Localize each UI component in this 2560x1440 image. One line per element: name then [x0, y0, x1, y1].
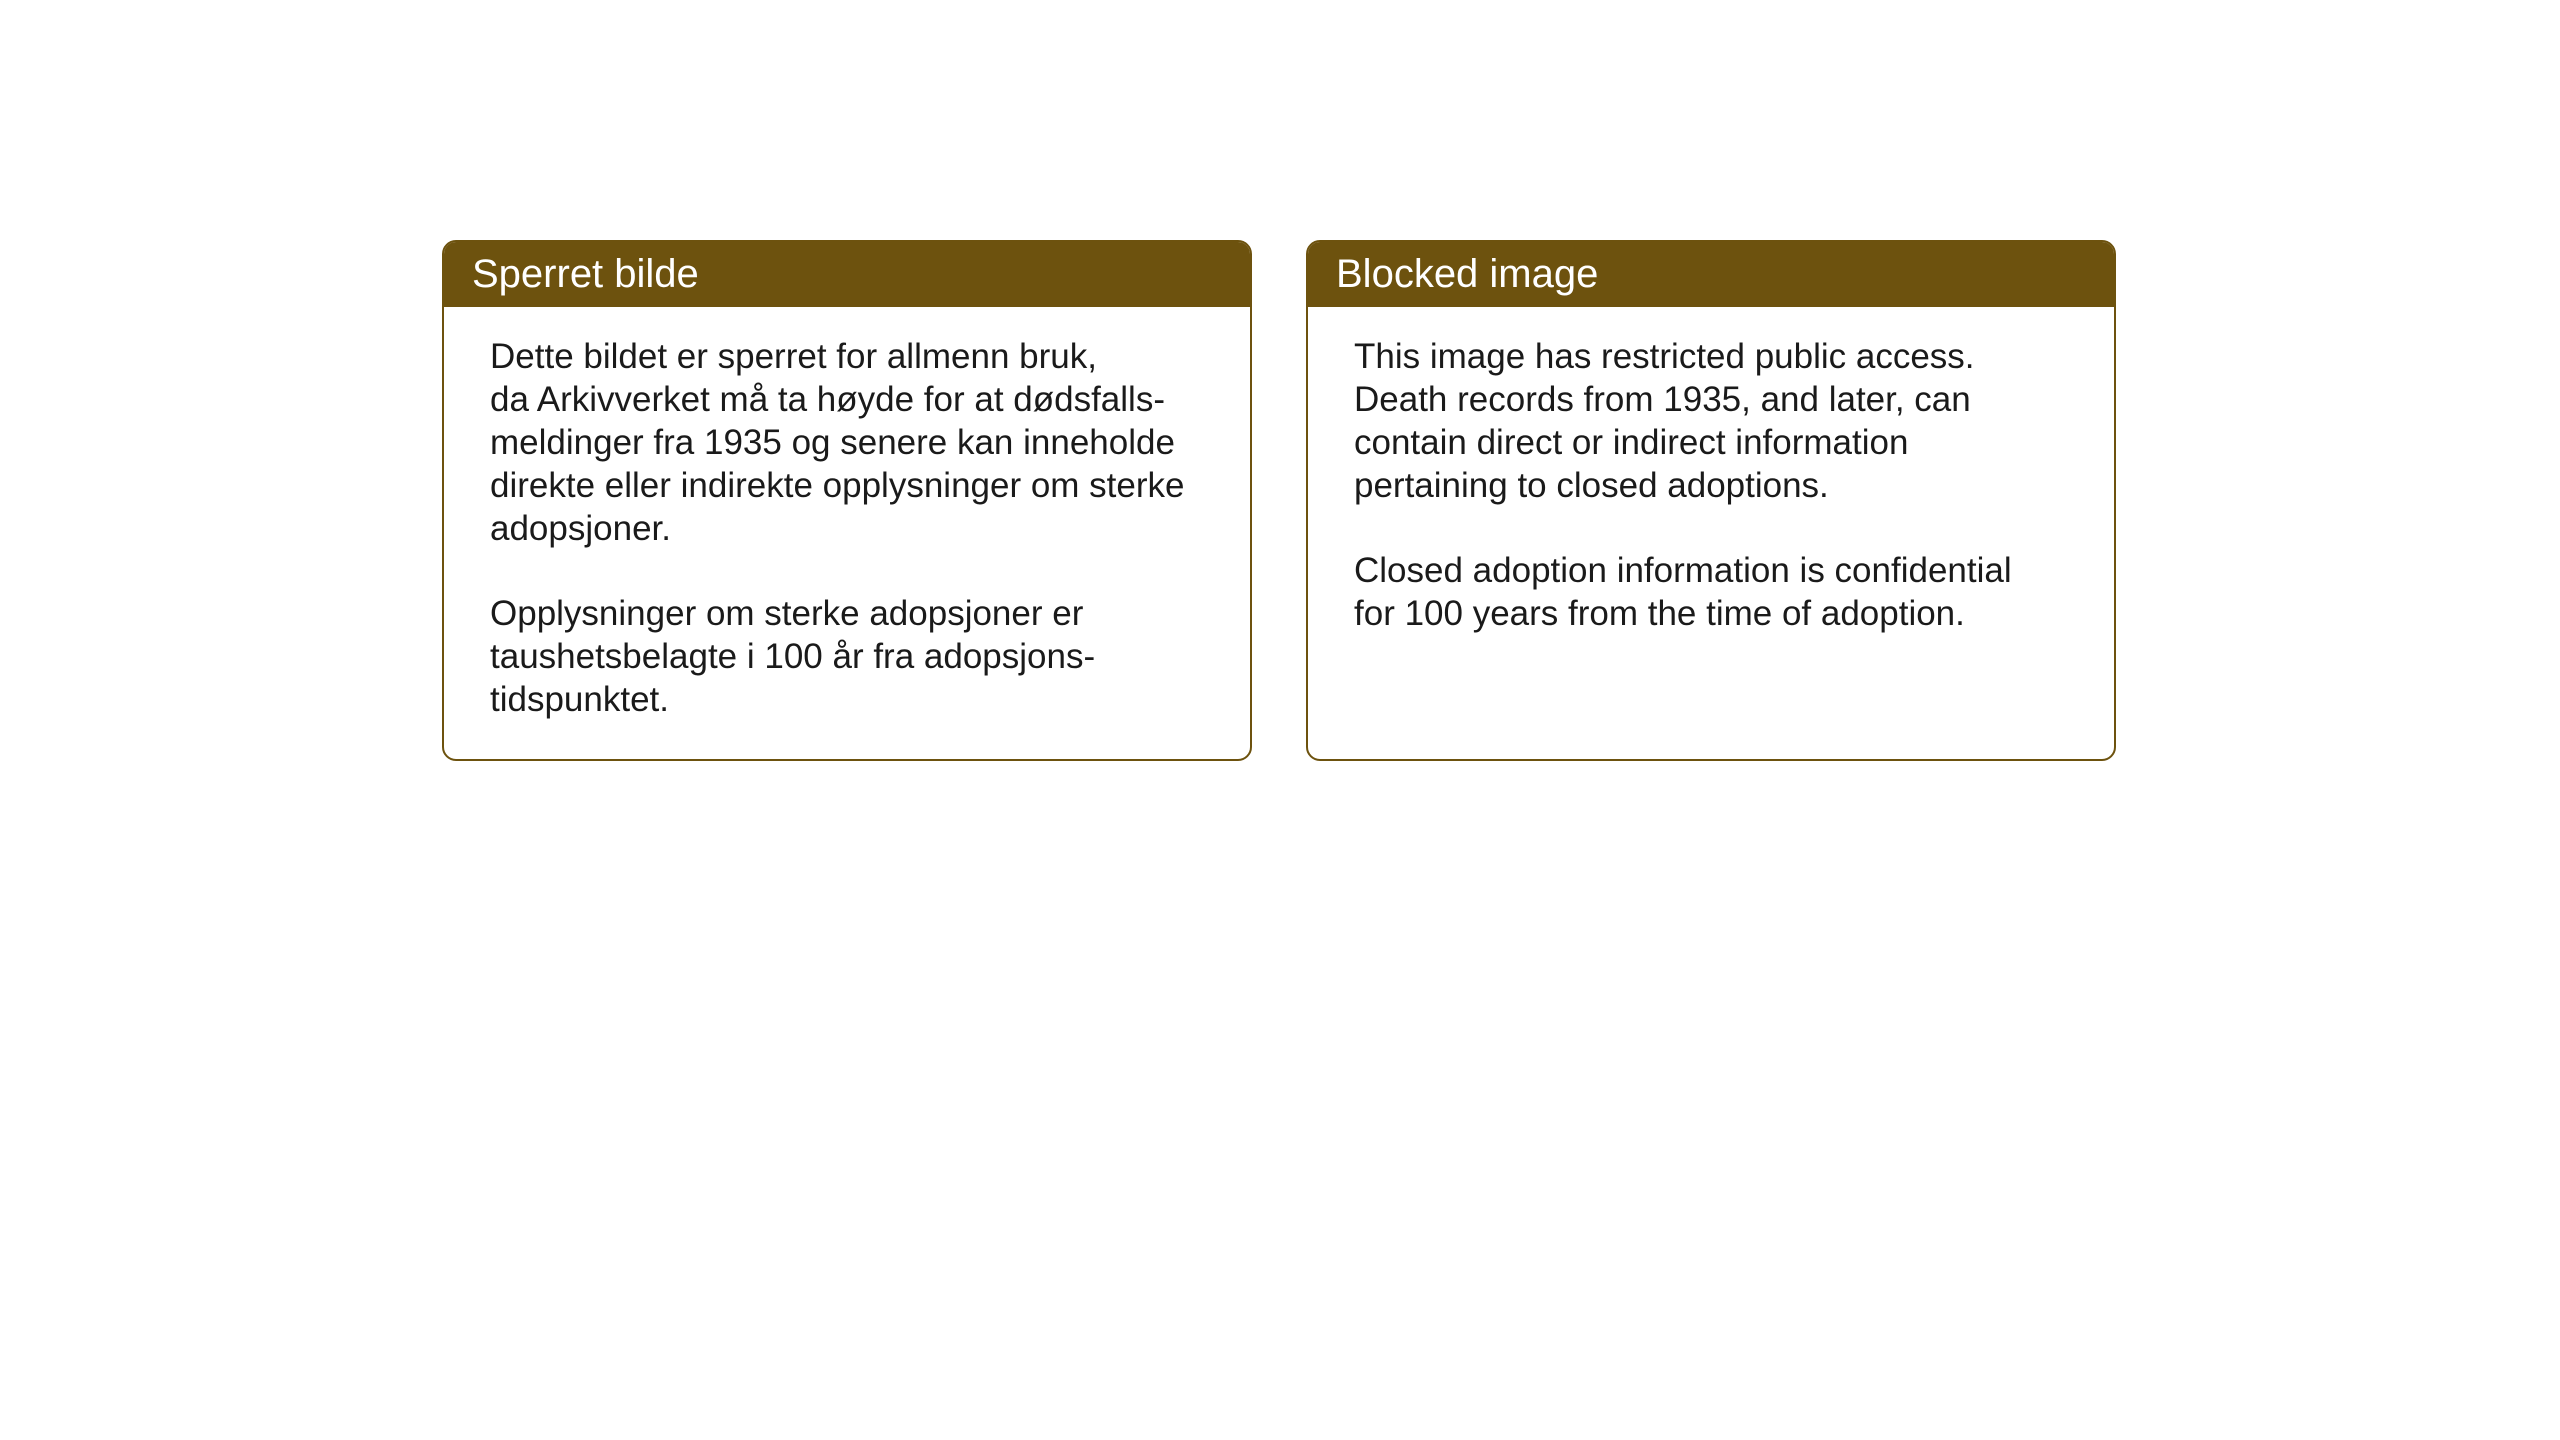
card-body-norwegian: Dette bildet er sperret for allmenn bruk… — [444, 307, 1250, 759]
card-header-norwegian: Sperret bilde — [444, 242, 1250, 307]
card-header-english: Blocked image — [1308, 242, 2114, 307]
card-title-norwegian: Sperret bilde — [472, 252, 699, 296]
card-english: Blocked image This image has restricted … — [1306, 240, 2116, 761]
card-paragraph-norwegian-1: Dette bildet er sperret for allmenn bruk… — [490, 335, 1204, 550]
card-title-english: Blocked image — [1336, 252, 1598, 296]
card-norwegian: Sperret bilde Dette bildet er sperret fo… — [442, 240, 1252, 761]
card-paragraph-english-2: Closed adoption information is confident… — [1354, 549, 2068, 635]
card-paragraph-english-1: This image has restricted public access.… — [1354, 335, 2068, 507]
card-paragraph-norwegian-2: Opplysninger om sterke adopsjoner er tau… — [490, 592, 1204, 721]
card-body-english: This image has restricted public access.… — [1308, 307, 2114, 673]
cards-container: Sperret bilde Dette bildet er sperret fo… — [442, 240, 2116, 761]
